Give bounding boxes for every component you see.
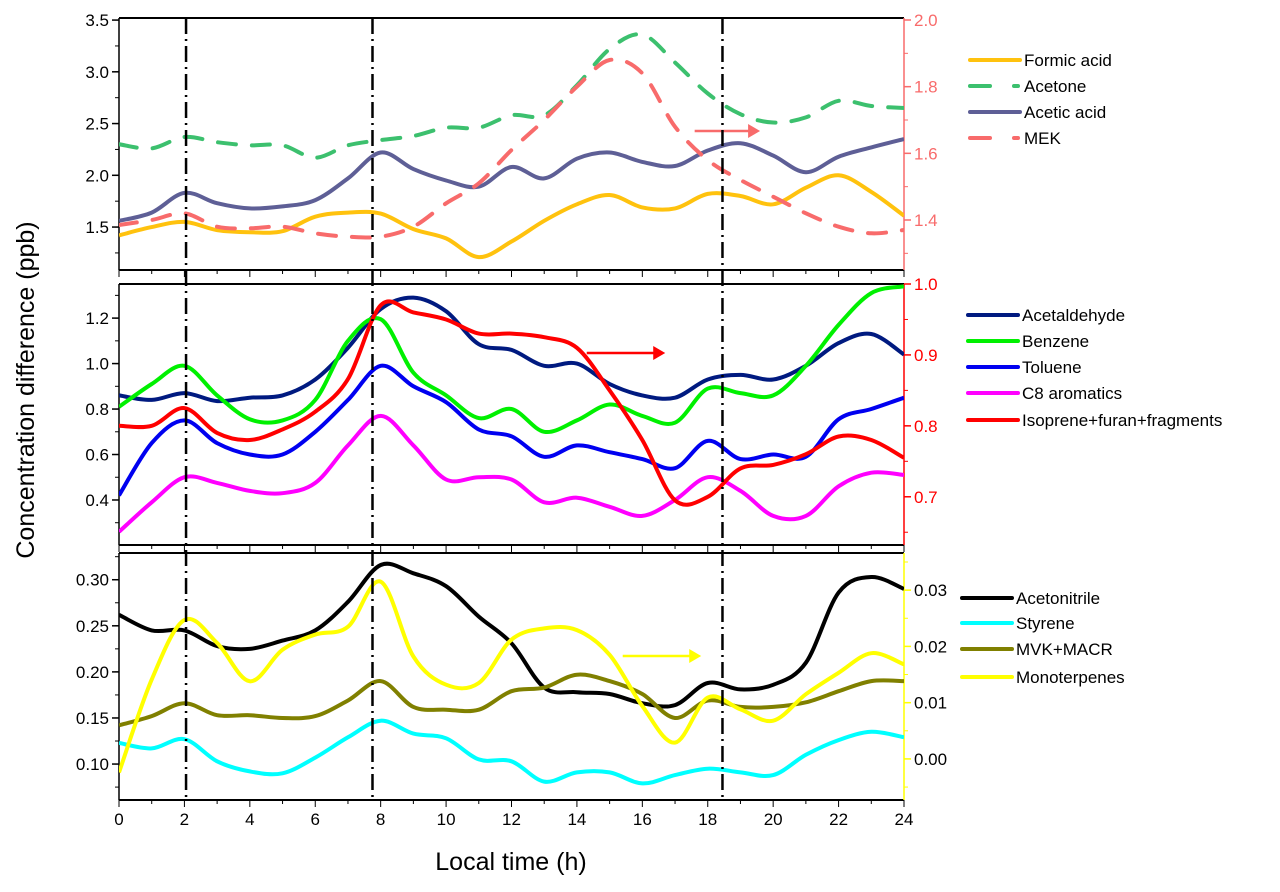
legend-item: Styrene	[960, 614, 1075, 633]
right-y-tick-label: 0.00	[914, 750, 947, 769]
x-tick-label: 10	[437, 810, 456, 829]
series-line-monoterpenes	[119, 579, 904, 774]
x-tick-label: 12	[502, 810, 521, 829]
right-y-tick-label: 0.9	[914, 346, 938, 365]
legend-item: Acetone	[968, 77, 1086, 96]
right-y-tick-label: 1.4	[914, 211, 938, 230]
legend-label: Toluene	[1022, 358, 1082, 377]
legend-label: MEK	[1024, 129, 1062, 148]
legend-label: Monoterpenes	[1016, 668, 1125, 687]
left-y-tick-label: 0.6	[85, 446, 109, 465]
series-line-acetaldehyde	[119, 295, 904, 404]
right-y-tick-label: 1.6	[914, 144, 938, 163]
right-y-tick-label: 0.7	[914, 488, 938, 507]
panel-1: 1.5 2.0 2.5 3.0 3.5 1.4 1.6 1.8 2.0 Formic acid Ac…	[85, 11, 1112, 277]
legend-item: Acetaldehyde	[966, 306, 1125, 325]
x-tick-label: 24	[895, 810, 914, 829]
x-tick-label: 0	[114, 810, 123, 829]
arrow-head-icon	[653, 346, 666, 360]
legend-label: Benzene	[1022, 332, 1089, 351]
right-y-tick-label: 0.8	[914, 417, 938, 436]
x-tick-label: 4	[245, 810, 254, 829]
legend-label: Styrene	[1016, 614, 1075, 633]
left-y-tick-label: 0.30	[76, 571, 109, 590]
right-y-tick-label: 0.01	[914, 694, 947, 713]
panel-3: 0 2 4 6 8 10 12 14 16 18 20 22 240.100.150.200.250.3…	[76, 552, 1125, 829]
left-y-tick-label: 0.25	[76, 617, 109, 636]
legend-label: Acetonitrile	[1016, 589, 1100, 608]
x-tick-label: 14	[567, 810, 586, 829]
x-tick-label: 6	[311, 810, 320, 829]
x-tick-label: 2	[180, 810, 189, 829]
legend-item: Isoprene+furan+fragments	[966, 411, 1222, 430]
right-y-tick-label: 1.0	[914, 275, 938, 294]
legend-item: Toluene	[966, 358, 1082, 377]
series-line-mvk-macr	[119, 672, 904, 728]
legend-item: MVK+MACR	[960, 640, 1113, 659]
legend-label: Isoprene+furan+fragments	[1022, 411, 1222, 430]
series-line-mek	[119, 57, 904, 240]
legend-item: MEK	[968, 129, 1062, 148]
series-line-acetone	[119, 32, 904, 160]
series-line-isoprene-furan-fragments	[119, 299, 904, 507]
legend-label: Formic acid	[1024, 51, 1112, 70]
left-y-tick-label: 0.15	[76, 709, 109, 728]
right-y-tick-label: 0.02	[914, 637, 947, 656]
arrow-head-icon	[689, 649, 702, 663]
legend-label: Acetic acid	[1024, 103, 1106, 122]
arrow-head-icon	[748, 124, 761, 138]
y-axis-title: Concentration difference (ppb)	[12, 221, 40, 558]
left-y-tick-label: 2.5	[85, 115, 109, 134]
series-line-c8-aromatics	[119, 413, 904, 534]
series-line-toluene	[119, 363, 904, 497]
left-y-tick-label: 0.20	[76, 663, 109, 682]
legend-item: C8 aromatics	[966, 384, 1122, 403]
legend-label: Acetone	[1024, 77, 1086, 96]
legend-item: Monoterpenes	[960, 668, 1125, 687]
series-line-acetonitrile	[119, 561, 904, 709]
right-y-tick-label: 1.8	[914, 78, 938, 97]
left-y-tick-label: 0.4	[85, 491, 109, 510]
left-y-tick-label: 1.0	[85, 355, 109, 374]
x-tick-label: 20	[764, 810, 783, 829]
x-tick-label: 18	[698, 810, 717, 829]
left-y-tick-label: 1.5	[85, 218, 109, 237]
left-y-tick-label: 1.2	[85, 309, 109, 328]
series-line-benzene	[119, 284, 904, 435]
panel-2: 0.4 0.6 0.8 1.0 1.2 0.7 0.8 0.9 1.0 Acetaldehyde B…	[85, 275, 1222, 552]
x-tick-label: 22	[829, 810, 848, 829]
left-y-tick-label: 3.5	[85, 11, 109, 30]
series-line-formic-acid	[119, 173, 904, 260]
left-y-tick-label: 3.0	[85, 63, 109, 82]
left-y-tick-label: 0.10	[76, 755, 109, 774]
x-tick-label: 8	[376, 810, 385, 829]
series-line-acetic-acid	[119, 137, 904, 223]
legend-item: Acetonitrile	[960, 589, 1100, 608]
right-y-tick-label: 2.0	[914, 11, 938, 30]
x-tick-label: 16	[633, 810, 652, 829]
left-y-tick-label: 0.8	[85, 400, 109, 419]
legend-item: Acetic acid	[968, 103, 1106, 122]
legend-item: Formic acid	[968, 51, 1112, 70]
x-axis-title: Local time (h)	[435, 848, 586, 876]
right-y-tick-label: 0.03	[914, 581, 947, 600]
legend-label: MVK+MACR	[1016, 640, 1113, 659]
left-y-tick-label: 2.0	[85, 166, 109, 185]
legend-item: Benzene	[966, 332, 1089, 351]
legend-label: Acetaldehyde	[1022, 306, 1125, 325]
legend-label: C8 aromatics	[1022, 384, 1122, 403]
series-line-styrene	[119, 718, 904, 786]
